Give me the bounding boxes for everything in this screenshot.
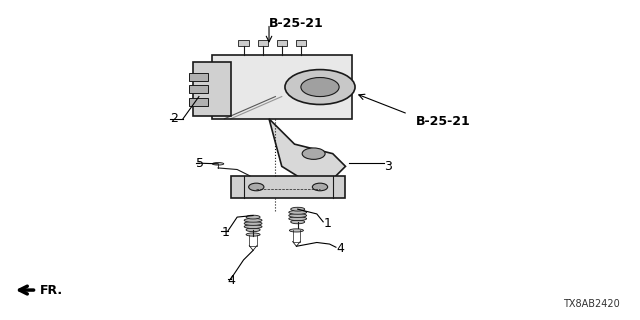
Text: 5: 5 [196, 157, 204, 170]
Bar [296, 40, 306, 46]
Text: 4: 4 [228, 274, 236, 287]
Text: 3: 3 [384, 160, 392, 173]
Ellipse shape [289, 217, 307, 220]
Text: 2: 2 [170, 112, 178, 125]
Ellipse shape [289, 214, 307, 217]
FancyBboxPatch shape [189, 73, 209, 81]
Bar [276, 40, 287, 46]
Bar [257, 40, 268, 46]
Text: 4: 4 [336, 242, 344, 255]
Text: B-25-21: B-25-21 [415, 116, 470, 128]
Polygon shape [269, 119, 346, 182]
FancyBboxPatch shape [231, 176, 346, 198]
Ellipse shape [244, 221, 262, 225]
Circle shape [285, 69, 355, 105]
Ellipse shape [246, 215, 260, 219]
Text: B-25-21: B-25-21 [269, 17, 324, 30]
Circle shape [302, 148, 325, 159]
Ellipse shape [291, 207, 305, 211]
FancyBboxPatch shape [189, 85, 209, 93]
Ellipse shape [246, 228, 260, 232]
FancyBboxPatch shape [212, 55, 352, 119]
Circle shape [248, 183, 264, 191]
Text: FR.: FR. [40, 284, 63, 297]
Ellipse shape [246, 233, 260, 236]
Ellipse shape [289, 229, 303, 232]
Text: 1: 1 [323, 217, 331, 230]
Bar [239, 40, 248, 46]
FancyBboxPatch shape [193, 62, 231, 116]
Circle shape [301, 77, 339, 97]
Ellipse shape [244, 225, 262, 228]
Circle shape [312, 183, 328, 191]
Text: 1: 1 [221, 227, 229, 239]
Ellipse shape [289, 211, 307, 214]
Ellipse shape [291, 220, 305, 224]
Text: TX8AB2420: TX8AB2420 [563, 299, 620, 309]
Ellipse shape [244, 218, 262, 222]
Ellipse shape [212, 163, 224, 165]
FancyBboxPatch shape [189, 98, 209, 106]
